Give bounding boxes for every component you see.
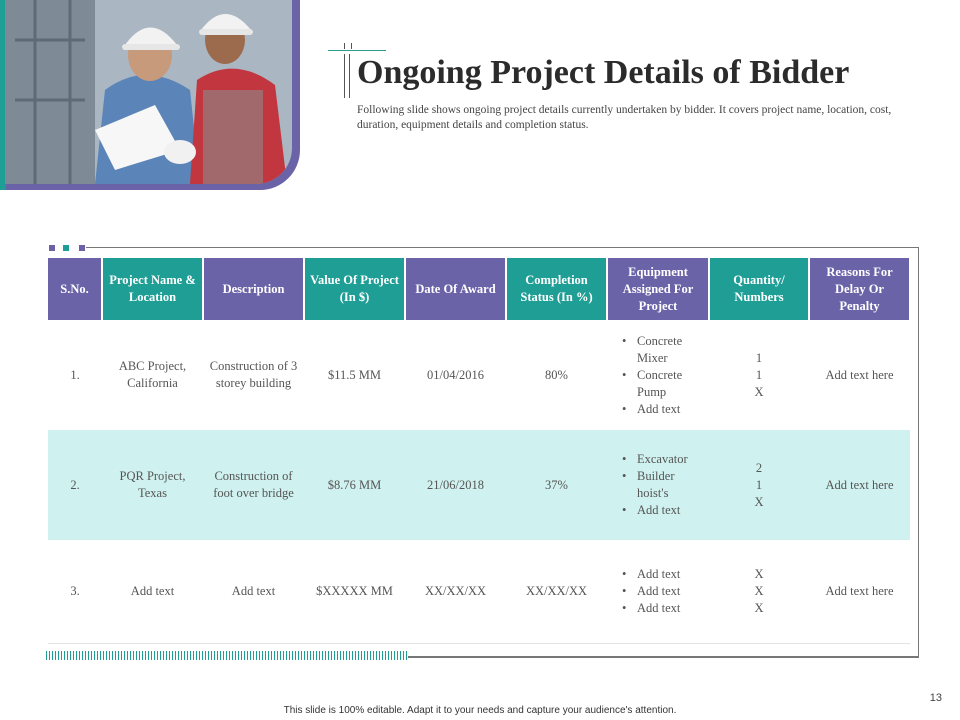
page-number: 13 — [929, 692, 942, 704]
header-description: Description — [203, 258, 305, 320]
quantity-value: 2 — [755, 460, 763, 475]
cell-date: 01/04/2016 — [427, 367, 484, 382]
cell-quantity: 1 1 X — [709, 320, 809, 430]
equipment-item: Add text — [622, 566, 705, 583]
cell-equipment: Excavator Builder hoist's Add text — [607, 430, 709, 540]
photo-accent-bar — [0, 0, 6, 190]
frame-bottom-line — [408, 656, 918, 657]
quantity-value: 1 — [755, 367, 763, 382]
table-row: 3. Add text Add text $XXXXX MM XX/XX/XX … — [48, 540, 910, 642]
cell-description: Add text — [231, 583, 276, 598]
equipment-item: Add text — [622, 401, 705, 418]
header-value: Value Of Project (In $) — [304, 258, 406, 320]
table-header-row: S.No. Project Name & Location Descriptio… — [48, 258, 911, 320]
dot-2 — [63, 245, 69, 251]
cell-description: Construction of 3 storey building — [209, 359, 298, 390]
table-row: 1. ABC Project, California Construction … — [48, 320, 910, 430]
header-date-of-award: Date Of Award — [405, 258, 507, 320]
cell-sno: 3. — [70, 583, 80, 598]
workers-photo — [5, 0, 292, 184]
slide-subtitle: Following slide shows ongoing project de… — [357, 104, 892, 131]
quantity-value: 1 — [755, 350, 763, 365]
cell-description: Construction of foot over bridge — [203, 430, 304, 540]
header-sno: S.No. — [48, 258, 103, 320]
cell-quantity: X X X — [709, 540, 809, 642]
cell-value: $XXXXX MM — [316, 583, 393, 598]
quantity-value: X — [754, 494, 764, 509]
quantity-value: X — [754, 566, 764, 581]
header-quantity: Quantity/ Numbers — [709, 258, 810, 320]
cell-project: ABC Project, California — [118, 359, 187, 390]
equipment-item: Add text — [622, 600, 705, 617]
cell-sno: 1. — [70, 367, 80, 382]
cell-quantity: 2 1 X — [709, 430, 809, 540]
cell-value: $8.76 MM — [304, 430, 405, 540]
hero-photo-frame — [0, 0, 300, 190]
equipment-item: Builder hoist's — [622, 468, 705, 502]
cell-status: 80% — [545, 367, 568, 382]
cell-equipment: Add text Add text Add text — [607, 540, 709, 642]
slide-title: Ongoing Project Details of Bidder — [357, 54, 850, 91]
header-project-name: Project Name & Location — [102, 258, 204, 320]
title-accent-mark — [344, 43, 352, 49]
table-row: 2. PQR Project, Texas Construction of fo… — [48, 430, 910, 540]
equipment-item: Excavator — [622, 451, 705, 468]
header-reasons: Reasons For Delay Or Penalty — [809, 258, 911, 320]
header-completion-status: Completion Status (In %) — [506, 258, 608, 320]
cell-value: $11.5 MM — [327, 367, 381, 382]
workers-illustration — [5, 0, 292, 184]
cell-project: Add text — [130, 583, 175, 598]
hatched-accent-bar — [46, 651, 408, 660]
equipment-item: Concrete Pump — [622, 367, 705, 401]
title-accent-bar — [344, 54, 350, 98]
table-frame — [86, 247, 919, 658]
cell-status: 37% — [506, 430, 607, 540]
dot-1 — [49, 245, 55, 251]
cell-status: XX/XX/XX — [525, 583, 588, 598]
cell-reason: Add text here — [809, 430, 910, 540]
quantity-value: 1 — [755, 477, 763, 492]
cell-reason: Add text here — [825, 583, 894, 598]
project-details-table: S.No. Project Name & Location Descriptio… — [48, 258, 911, 642]
quantity-value: X — [754, 583, 764, 598]
cell-date: XX/XX/XX — [424, 583, 487, 598]
table-bottom-rule — [48, 643, 910, 644]
header-equipment: Equipment Assigned For Project — [607, 258, 710, 320]
title-accent-line — [328, 50, 386, 51]
quantity-value: X — [754, 384, 764, 399]
footer-note: This slide is 100% editable. Adapt it to… — [283, 705, 677, 716]
equipment-list: Add text Add text Add text — [611, 566, 705, 617]
cell-project: PQR Project, Texas — [102, 430, 203, 540]
equipment-item: Add text — [622, 502, 705, 519]
cell-sno: 2. — [48, 430, 102, 540]
equipment-item: Add text — [622, 583, 705, 600]
cell-date: 21/06/2018 — [405, 430, 506, 540]
dot-3 — [79, 245, 85, 251]
cell-equipment: Concrete Mixer Concrete Pump Add text — [607, 320, 709, 430]
quantity-value: X — [754, 600, 764, 615]
cell-reason: Add text here — [825, 367, 894, 382]
equipment-list: Concrete Mixer Concrete Pump Add text — [611, 333, 705, 418]
equipment-list: Excavator Builder hoist's Add text — [611, 451, 705, 519]
equipment-item: Concrete Mixer — [622, 333, 705, 367]
